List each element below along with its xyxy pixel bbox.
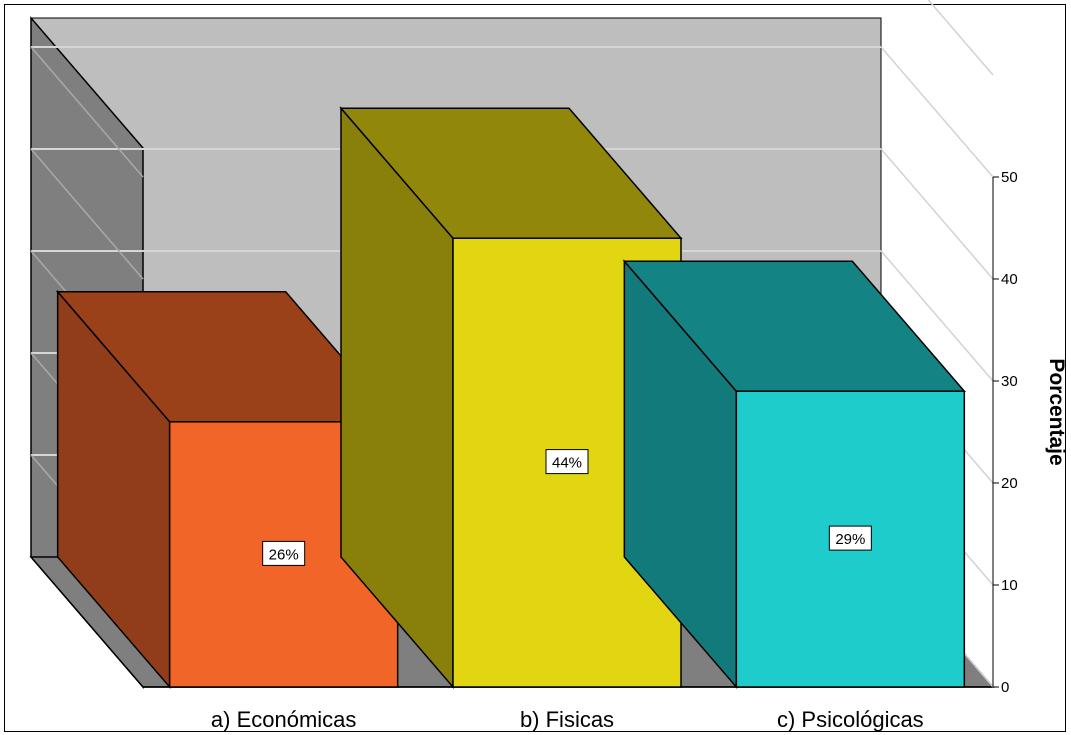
data-label-box <box>828 525 872 551</box>
category-label: b) Fisicas <box>520 707 614 732</box>
gridline-depth <box>880 46 994 178</box>
data-label: 29% <box>835 531 865 548</box>
y-tick-label: 40 <box>1001 271 1018 288</box>
y-tick-label: 20 <box>1001 475 1018 492</box>
gridline-side <box>30 148 144 280</box>
bar-3: 29% <box>622 259 966 690</box>
gridline-depth <box>880 250 994 382</box>
data-label-box <box>545 449 589 475</box>
gridline-depth <box>927 0 994 76</box>
category-labels: a) Económicas b) Fisicas c) Psicológicas <box>211 707 924 732</box>
y-tick-label: 50 <box>1001 169 1018 186</box>
gridline-side <box>30 46 144 178</box>
data-label: 44% <box>552 455 582 472</box>
category-label: c) Psicológicas <box>777 707 924 732</box>
y-axis: 0 10 20 30 40 50 <box>992 169 1018 696</box>
gridline-depth <box>880 148 994 280</box>
y-axis-label: Porcentaje <box>1045 358 1068 465</box>
data-label-box <box>262 540 306 566</box>
y-tick-label: 10 <box>1001 577 1018 594</box>
data-label: 26% <box>269 546 299 563</box>
category-label: a) Económicas <box>211 707 357 732</box>
bars: 26% 44% 29% <box>56 106 966 690</box>
y-tick-label: 0 <box>1001 679 1009 696</box>
y-tick-label: 30 <box>1001 373 1018 390</box>
